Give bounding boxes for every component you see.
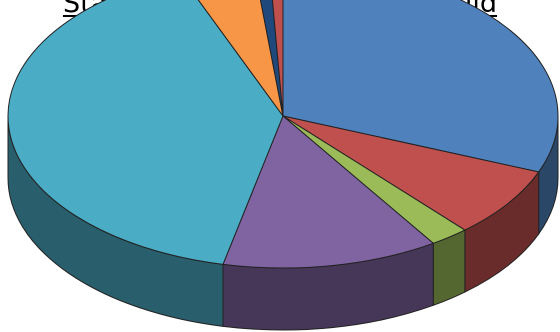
- pie-slice-6: [197, 0, 284, 117]
- pie-slice-4: [222, 115, 434, 269]
- pie-tops: [7, 0, 559, 269]
- pie-slice-2: [282, 115, 540, 231]
- pie-slice-1: [282, 0, 559, 173]
- pie-slice-8: [271, 0, 284, 117]
- pie-slice-5: [7, 0, 284, 265]
- pie-slice-7: [259, 0, 284, 117]
